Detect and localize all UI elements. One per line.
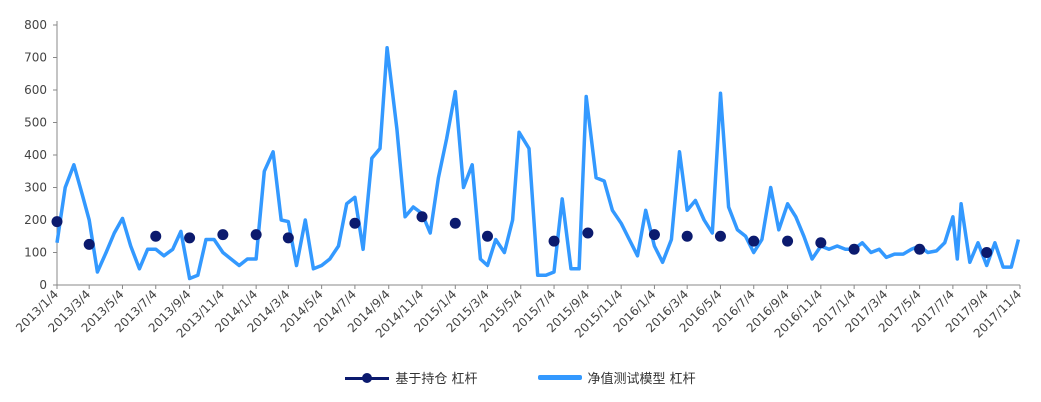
y-tick-label: 800 (24, 18, 47, 32)
data-point-holding-leverage (815, 237, 827, 249)
y-tick-label: 400 (24, 148, 47, 162)
data-point-holding-leverage (548, 235, 560, 247)
y-tick-label: 300 (24, 181, 47, 195)
data-point-holding-leverage (681, 230, 693, 242)
data-point-holding-leverage (481, 230, 493, 242)
data-point-holding-leverage (282, 232, 294, 244)
y-tick-label: 200 (24, 213, 47, 227)
y-tick-label: 0 (39, 278, 47, 292)
y-tick-label: 700 (24, 51, 47, 65)
data-point-holding-leverage (714, 230, 726, 242)
legend-label-holding-leverage: 基于持仓 杠杆 (395, 372, 478, 387)
y-tick-label: 600 (24, 83, 47, 97)
legend-label-nav-model-leverage: 净值测试模型 杠杆 (587, 372, 696, 387)
data-point-holding-leverage (349, 217, 361, 229)
series-line-nav-model-leverage (55, 46, 1021, 281)
legend-item-nav-model-leverage: 净值测试模型 杠杆 (537, 368, 696, 387)
data-point-holding-leverage (449, 217, 461, 229)
data-point-holding-leverage (748, 235, 760, 247)
data-point-holding-leverage (582, 227, 594, 239)
data-point-holding-leverage (217, 229, 229, 241)
data-point-holding-leverage (150, 230, 162, 242)
data-point-holding-leverage (184, 232, 196, 244)
legend: 基于持仓 杠杆 净值测试模型 杠杆 (0, 368, 1041, 387)
data-point-holding-leverage (848, 243, 860, 255)
legend-symbol-line (537, 375, 582, 380)
data-point-holding-leverage (981, 247, 993, 258)
legend-item-holding-leverage: 基于持仓 杠杆 (345, 368, 478, 387)
y-tick-label: 500 (24, 116, 47, 130)
data-point-holding-leverage (648, 229, 660, 241)
chart: 01002003004005006007008002013/1/42013/3/… (13, 18, 1024, 341)
legend-symbol-dot-line (345, 372, 390, 384)
data-point-holding-leverage (782, 235, 794, 247)
data-point-holding-leverage (83, 238, 95, 250)
data-point-holding-leverage (250, 229, 262, 241)
data-point-holding-leverage (416, 211, 428, 223)
y-tick-label: 100 (24, 246, 47, 260)
data-point-holding-leverage (51, 216, 63, 228)
data-point-holding-leverage (914, 243, 926, 255)
